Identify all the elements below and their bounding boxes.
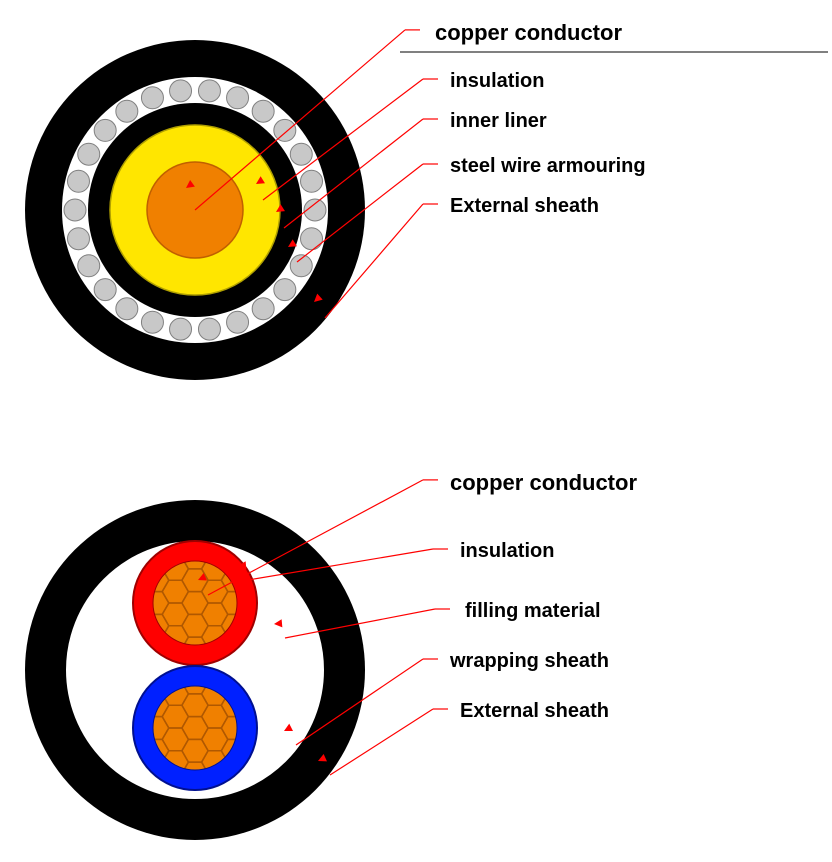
cable-2	[25, 500, 365, 840]
cable2-label-1: insulation	[460, 540, 554, 563]
cable2-label-2: filling material	[465, 600, 601, 623]
cable-diagrams-svg	[0, 0, 832, 862]
cable1-label-1: insulation	[450, 70, 544, 93]
cable2-label-0: copper conductor	[450, 470, 637, 496]
cable1-label-0: copper conductor	[435, 20, 622, 46]
cable2-label-4: External sheath	[460, 700, 609, 723]
cable2-label-3: wrapping sheath	[450, 650, 609, 673]
cable1-label-4: External sheath	[450, 195, 599, 218]
diagram-container: copper conductor insulation inner liner ste…	[0, 0, 832, 862]
cable1-label-2: inner liner	[450, 110, 547, 133]
cable1-label-3: steel wire armouring	[450, 155, 646, 178]
